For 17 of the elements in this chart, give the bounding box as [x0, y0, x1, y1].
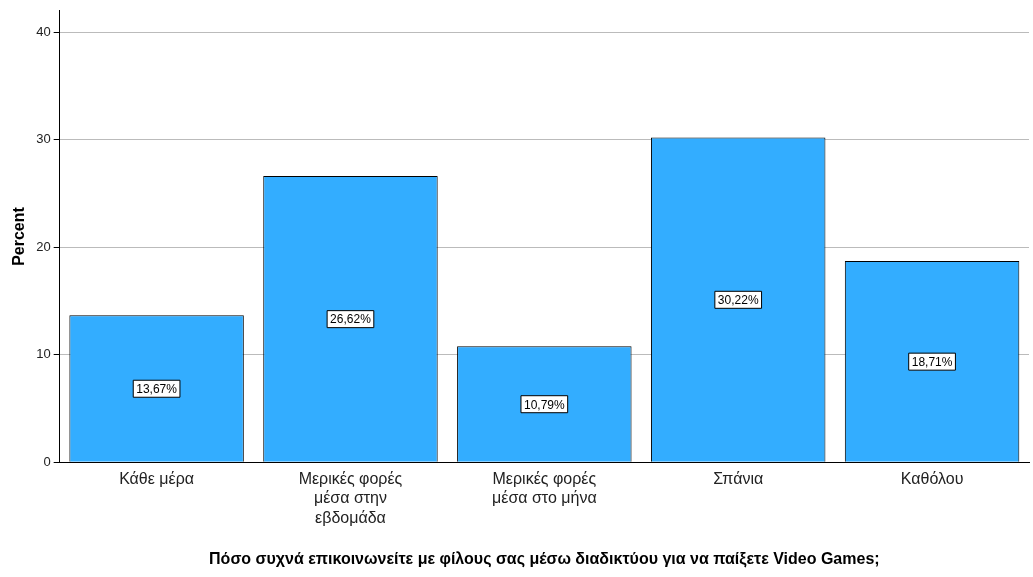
y-tick-label: 20 — [36, 238, 51, 254]
data-label: 10,79% — [523, 397, 566, 412]
y-tick-label: 30 — [36, 131, 51, 147]
x-tick-label: Σπάνια — [713, 470, 764, 488]
y-axis-title: Percent — [10, 206, 28, 266]
x-tick-label: Καθόλου — [900, 470, 964, 488]
x-tick-label: Μερικές φορές μέσα στο μήνα — [492, 470, 597, 507]
y-tick-label: 10 — [36, 346, 51, 362]
x-tick-label: Κάθε μέρα — [119, 470, 195, 488]
y-tick-label: 0 — [43, 453, 51, 469]
data-label: 26,62% — [330, 312, 372, 327]
data-label: 30,22% — [717, 293, 759, 308]
x-axis-title: Πόσο συχνά επικοινωνείτε με φίλους σας μέσω διαδικτύου για να παίξετε Video Games; — [209, 549, 880, 568]
data-label: 13,67% — [136, 382, 178, 397]
x-tick-label: Μερικές φορές μέσα στην εβδομάδα — [298, 470, 403, 526]
y-tick-label: 40 — [36, 23, 51, 39]
data-label: 18,71% — [911, 354, 953, 369]
